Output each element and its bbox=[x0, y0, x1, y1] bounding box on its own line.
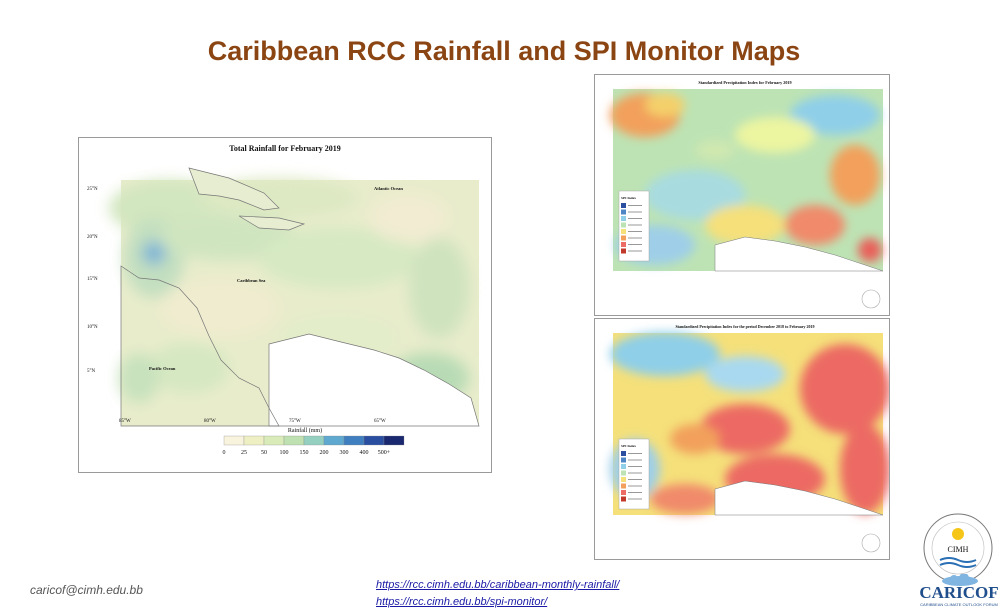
spi-legend-swatch bbox=[621, 496, 626, 502]
legend-swatch bbox=[283, 435, 305, 446]
spi-legend-text-line bbox=[628, 211, 642, 213]
cloud-icon bbox=[942, 574, 978, 586]
lon-label: 75°W bbox=[289, 419, 301, 424]
lon-label: 85°W bbox=[119, 419, 131, 424]
lat-label: 15°N bbox=[87, 277, 98, 282]
lat-label: 25°N bbox=[87, 187, 98, 192]
region-label: Caribbean Sea bbox=[237, 278, 266, 283]
legend-swatch bbox=[343, 435, 365, 446]
link-spi-monitor[interactable]: https://rcc.cimh.edu.bb/spi-monitor/ bbox=[376, 596, 548, 608]
spi-legend-swatch bbox=[621, 477, 626, 482]
spi-legend-swatch bbox=[621, 248, 626, 254]
spi-legend-text-line bbox=[628, 472, 642, 474]
legend-value: 0 bbox=[223, 450, 226, 456]
rainfall-map-title: Total Rainfall for February 2019 bbox=[229, 144, 341, 153]
lat-label: 10°N bbox=[87, 325, 98, 330]
spi-field bbox=[610, 332, 889, 516]
spi-legend-swatch bbox=[621, 209, 626, 215]
spi-legend-text-line bbox=[628, 498, 642, 500]
region-label: Pacific Ocean bbox=[149, 366, 176, 371]
spi-legend-text-line bbox=[628, 459, 642, 461]
spi-legend-swatch bbox=[621, 483, 626, 489]
spi-legend-swatch bbox=[621, 203, 626, 208]
legend-swatch bbox=[363, 435, 385, 446]
legend-value: 200 bbox=[320, 450, 329, 456]
legend-value: 25 bbox=[241, 450, 247, 456]
caricof-logo-subtitle: CARIBBEAN CLIMATE OUTLOOK FORUM bbox=[920, 602, 998, 607]
legend-value: 50 bbox=[261, 450, 267, 456]
spi-legend-text-line bbox=[628, 250, 642, 252]
spi-legend-text-line bbox=[628, 466, 642, 467]
spi-legend-text-line bbox=[628, 218, 642, 219]
caricof-logo-text: CARICOF bbox=[919, 583, 999, 602]
spi-legend-swatch bbox=[621, 470, 626, 476]
legend-value: 100 bbox=[280, 450, 289, 456]
spi-legend-text-line bbox=[628, 224, 642, 226]
region-label: Atlantic Ocean bbox=[374, 186, 403, 191]
sun-icon bbox=[952, 528, 964, 540]
spi-legend-text-line bbox=[628, 492, 642, 493]
legend-swatch bbox=[383, 435, 405, 446]
lat-label: 20°N bbox=[87, 235, 98, 240]
spi-legend-swatch bbox=[621, 464, 626, 469]
spi-legend-swatch bbox=[621, 451, 626, 456]
lat-label: 5°N bbox=[87, 369, 95, 374]
spi-legend-title: SPI Index bbox=[621, 444, 636, 448]
rainfall-legend: 0 25 50 100 150 200 300 400 500+ bbox=[223, 435, 405, 456]
spi-legend-text-line bbox=[628, 485, 642, 487]
rainfall-map-image: Total Rainfall for February 2019 25°N 20… bbox=[78, 137, 492, 473]
legend-swatch bbox=[243, 435, 265, 446]
spi-map-1-title: Standardized Precipitation Index for Feb… bbox=[698, 80, 791, 85]
spi-legend-text-line bbox=[628, 479, 642, 480]
contact-email: caricof@cimh.edu.bb bbox=[30, 583, 143, 597]
link-monthly-rainfall[interactable]: https://rcc.cimh.edu.bb/caribbean-monthl… bbox=[376, 579, 620, 591]
legend-swatch bbox=[223, 435, 245, 446]
spi-legend-swatch bbox=[621, 490, 626, 495]
spi-legend-swatch bbox=[621, 242, 626, 247]
cimh-mini-logo bbox=[861, 533, 881, 553]
spi-map-february: Standardized Precipitation Index for Feb… bbox=[594, 74, 890, 316]
legend-swatch bbox=[323, 435, 345, 446]
legend-swatch bbox=[263, 435, 285, 446]
legend-value: 500+ bbox=[378, 450, 391, 456]
spi-legend-title: SPI Index bbox=[621, 196, 636, 200]
spi-legend-swatches bbox=[621, 203, 642, 254]
spi-legend-swatch bbox=[621, 229, 626, 234]
lon-label: 80°W bbox=[204, 419, 216, 424]
spi-map-dec-feb: Standardized Precipitation Index for the… bbox=[594, 318, 890, 560]
rainfall-xlabel: Rainfall (mm) bbox=[288, 427, 322, 434]
spi-legend-swatch bbox=[621, 235, 626, 241]
spi-legend-text-line bbox=[628, 237, 642, 239]
legend-swatch bbox=[303, 435, 325, 446]
caricof-logo: CARICOF CARIBBEAN CLIMATE OUTLOOK FORUM bbox=[914, 574, 1004, 610]
cimh-mini-logo bbox=[861, 289, 881, 309]
spi-legend-swatches bbox=[621, 451, 642, 502]
legend-value: 150 bbox=[300, 450, 309, 456]
cimh-logo: CIMH bbox=[923, 513, 993, 583]
spi-legend-text-line bbox=[628, 231, 642, 232]
legend-value: 400 bbox=[360, 450, 369, 456]
spi-map-2-title: Standardized Precipitation Index for the… bbox=[675, 324, 814, 329]
page-title: Caribbean RCC Rainfall and SPI Monitor M… bbox=[207, 36, 801, 66]
spi-legend-swatch bbox=[621, 222, 626, 228]
spi-legend-text-line bbox=[628, 244, 642, 245]
spi-legend-text-line bbox=[628, 453, 642, 454]
spi-field bbox=[610, 89, 884, 272]
legend-value: 300 bbox=[340, 450, 349, 456]
cimh-logo-text: CIMH bbox=[948, 545, 969, 554]
rainfall-field bbox=[109, 167, 480, 427]
spi-legend-text-line bbox=[628, 205, 642, 206]
spi-legend-swatch bbox=[621, 457, 626, 463]
lon-label: 65°W bbox=[374, 419, 386, 424]
spi-legend-swatch bbox=[621, 216, 626, 221]
